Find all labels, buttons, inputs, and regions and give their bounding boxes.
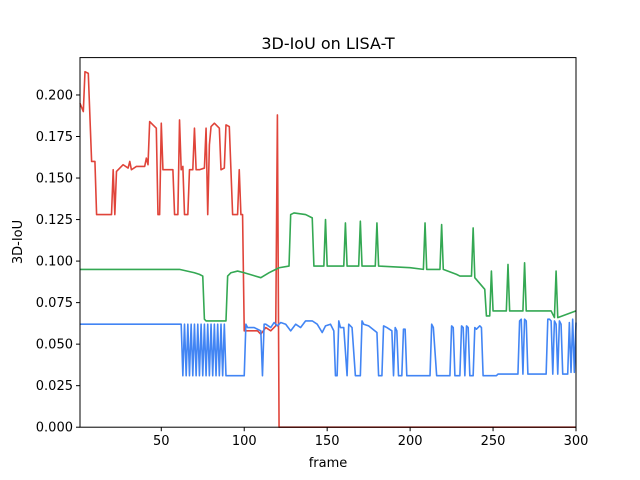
x-axis: 50 100 150 200 250 300	[153, 427, 588, 449]
y-tick-label-0: 0.000	[36, 421, 73, 436]
x-tick-label-5: 300	[564, 434, 589, 449]
series-line-0	[79, 70, 576, 429]
series-line-2	[80, 318, 577, 377]
y-tick-label-4: 0.100	[36, 255, 73, 270]
y-tick-label-8: 0.200	[36, 88, 73, 103]
x-tick-label-0: 50	[153, 434, 170, 449]
x-axis-title: frame	[309, 456, 348, 471]
x-tick-label-2: 150	[315, 434, 340, 449]
y-tick-label-7: 0.175	[36, 130, 73, 145]
y-tick-label-2: 0.050	[36, 338, 73, 353]
plot-frame	[79, 57, 577, 428]
y-tick-label-6: 0.150	[36, 172, 73, 187]
x-tick-label-1: 100	[232, 434, 257, 449]
x-tick-label-4: 250	[481, 434, 506, 449]
y-tick-label-5: 0.125	[36, 213, 73, 228]
y-tick-label-3: 0.075	[36, 296, 73, 311]
y-axis: 0.000 0.025 0.050 0.075 0.100 0.125 0.150 0.175…	[36, 88, 80, 436]
y-tick-label-1: 0.025	[36, 379, 73, 394]
x-tick-label-3: 200	[398, 434, 423, 449]
series-layer	[79, 70, 577, 429]
series-line-1	[80, 212, 577, 322]
y-axis-title: 3D-IoU	[11, 220, 26, 264]
chart-title: 3D-IoU on LISA-T	[261, 34, 395, 53]
